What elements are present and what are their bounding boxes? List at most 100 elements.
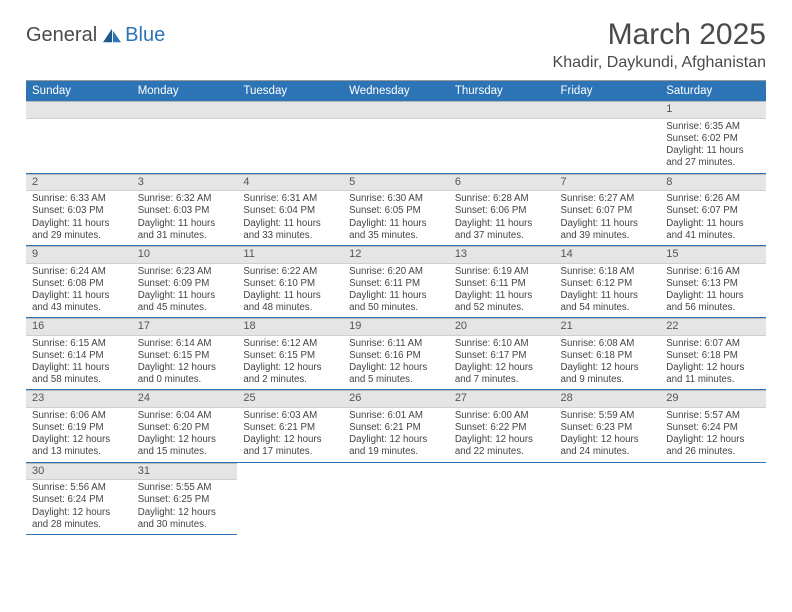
- calendar-cell: 7Sunrise: 6:27 AMSunset: 6:07 PMDaylight…: [555, 173, 661, 245]
- sunrise-value: 6:00 AM: [493, 410, 529, 421]
- calendar-cell: 13Sunrise: 6:19 AMSunset: 6:11 PMDayligh…: [449, 245, 555, 317]
- sunrise-value: 6:15 AM: [70, 338, 106, 349]
- calendar-cell: 16Sunrise: 6:15 AMSunset: 6:14 PMDayligh…: [26, 318, 132, 390]
- calendar-cell: [449, 101, 555, 173]
- sunset-label: Sunset:: [243, 205, 279, 216]
- day-number: 27: [449, 390, 555, 408]
- sunrise-label: Sunrise:: [32, 193, 70, 204]
- sunrise-label: Sunrise:: [243, 338, 281, 349]
- daylight-label: Daylight:: [243, 290, 283, 301]
- logo-sail-icon: [101, 27, 123, 45]
- daylight-label: Daylight:: [666, 362, 706, 373]
- sunrise-value: 6:03 AM: [282, 410, 318, 421]
- calendar-cell: [555, 101, 661, 173]
- sunrise-value: 6:10 AM: [493, 338, 529, 349]
- calendar-cell: 19Sunrise: 6:11 AMSunset: 6:16 PMDayligh…: [343, 318, 449, 390]
- location-text: Khadir, Daykundi, Afghanistan: [553, 54, 766, 72]
- sunset-value: 6:21 PM: [385, 422, 421, 433]
- sunrise-label: Sunrise:: [349, 410, 387, 421]
- day-details: Sunrise: 5:56 AMSunset: 6:24 PMDaylight:…: [26, 480, 132, 534]
- sunrise-label: Sunrise:: [32, 266, 70, 277]
- sunset-value: 6:17 PM: [490, 350, 526, 361]
- sunrise-label: Sunrise:: [666, 121, 704, 132]
- sunset-value: 6:15 PM: [279, 350, 315, 361]
- sunset-value: 6:10 PM: [279, 278, 315, 289]
- sunset-value: 6:12 PM: [596, 278, 632, 289]
- day-header-row: Sunday Monday Tuesday Wednesday Thursday…: [26, 81, 766, 101]
- day-number: 7: [555, 174, 661, 192]
- daylight-label: Daylight:: [32, 507, 72, 518]
- daylight-label: Daylight:: [561, 218, 601, 229]
- day-details: Sunrise: 6:15 AMSunset: 6:14 PMDaylight:…: [26, 336, 132, 390]
- day-details: [343, 478, 449, 528]
- day-details: Sunrise: 6:04 AMSunset: 6:20 PMDaylight:…: [132, 408, 238, 462]
- sunset-value: 6:08 PM: [68, 278, 104, 289]
- sunset-value: 6:18 PM: [596, 350, 632, 361]
- day-number: 23: [26, 390, 132, 408]
- day-details: Sunrise: 6:22 AMSunset: 6:10 PMDaylight:…: [237, 264, 343, 318]
- calendar-week-row: 16Sunrise: 6:15 AMSunset: 6:14 PMDayligh…: [26, 318, 766, 390]
- calendar-week-row: 1Sunrise: 6:35 AMSunset: 6:02 PMDaylight…: [26, 101, 766, 173]
- sunrise-value: 6:06 AM: [70, 410, 106, 421]
- calendar-cell: [555, 462, 661, 534]
- day-number: [555, 463, 661, 479]
- sunrise-label: Sunrise:: [349, 193, 387, 204]
- day-details: Sunrise: 6:11 AMSunset: 6:16 PMDaylight:…: [343, 336, 449, 390]
- sunset-label: Sunset:: [666, 422, 702, 433]
- sunrise-label: Sunrise:: [138, 410, 176, 421]
- sunrise-value: 6:18 AM: [599, 266, 635, 277]
- calendar-cell: 20Sunrise: 6:10 AMSunset: 6:17 PMDayligh…: [449, 318, 555, 390]
- sunrise-label: Sunrise:: [138, 266, 176, 277]
- calendar-cell: [660, 462, 766, 534]
- sunrise-value: 6:22 AM: [282, 266, 318, 277]
- day-details: Sunrise: 6:14 AMSunset: 6:15 PMDaylight:…: [132, 336, 238, 390]
- sunrise-label: Sunrise:: [349, 338, 387, 349]
- sunset-value: 6:05 PM: [385, 205, 421, 216]
- day-number: [343, 463, 449, 479]
- sunrise-value: 6:04 AM: [176, 410, 212, 421]
- daylight-label: Daylight:: [138, 362, 178, 373]
- day-number: 16: [26, 318, 132, 336]
- daylight-label: Daylight:: [455, 434, 495, 445]
- sunrise-value: 6:07 AM: [704, 338, 740, 349]
- sunrise-value: 6:14 AM: [176, 338, 212, 349]
- calendar-table: Sunday Monday Tuesday Wednesday Thursday…: [26, 81, 766, 535]
- daylight-label: Daylight:: [666, 145, 706, 156]
- sunset-label: Sunset:: [243, 278, 279, 289]
- day-number: 29: [660, 390, 766, 408]
- daylight-label: Daylight:: [666, 218, 706, 229]
- day-number: 3: [132, 174, 238, 192]
- day-details: Sunrise: 6:23 AMSunset: 6:09 PMDaylight:…: [132, 264, 238, 318]
- sunrise-label: Sunrise:: [32, 338, 70, 349]
- sunset-value: 6:15 PM: [173, 350, 209, 361]
- sunset-label: Sunset:: [349, 350, 385, 361]
- sunset-value: 6:03 PM: [173, 205, 209, 216]
- sunset-label: Sunset:: [455, 278, 491, 289]
- sunset-label: Sunset:: [455, 350, 491, 361]
- sunrise-value: 6:35 AM: [704, 121, 740, 132]
- sunset-label: Sunset:: [243, 422, 279, 433]
- calendar-cell: 11Sunrise: 6:22 AMSunset: 6:10 PMDayligh…: [237, 245, 343, 317]
- calendar-cell: 14Sunrise: 6:18 AMSunset: 6:12 PMDayligh…: [555, 245, 661, 317]
- sunrise-value: 6:32 AM: [176, 193, 212, 204]
- calendar-cell: 8Sunrise: 6:26 AMSunset: 6:07 PMDaylight…: [660, 173, 766, 245]
- sunset-value: 6:09 PM: [173, 278, 209, 289]
- daylight-label: Daylight:: [455, 290, 495, 301]
- calendar-cell: 25Sunrise: 6:03 AMSunset: 6:21 PMDayligh…: [237, 390, 343, 462]
- calendar-cell: 31Sunrise: 5:55 AMSunset: 6:25 PMDayligh…: [132, 462, 238, 534]
- day-number: 13: [449, 246, 555, 264]
- sunrise-label: Sunrise:: [138, 482, 176, 493]
- calendar-cell: 18Sunrise: 6:12 AMSunset: 6:15 PMDayligh…: [237, 318, 343, 390]
- calendar-cell: 23Sunrise: 6:06 AMSunset: 6:19 PMDayligh…: [26, 390, 132, 462]
- sunset-value: 6:03 PM: [68, 205, 104, 216]
- sunrise-label: Sunrise:: [666, 338, 704, 349]
- sunset-value: 6:14 PM: [68, 350, 104, 361]
- day-number: 21: [555, 318, 661, 336]
- day-details: Sunrise: 6:33 AMSunset: 6:03 PMDaylight:…: [26, 191, 132, 245]
- daylight-label: Daylight:: [666, 290, 706, 301]
- sunrise-value: 6:30 AM: [387, 193, 423, 204]
- daylight-label: Daylight:: [561, 434, 601, 445]
- calendar-cell: [343, 101, 449, 173]
- day-number: 22: [660, 318, 766, 336]
- sunrise-value: 6:33 AM: [70, 193, 106, 204]
